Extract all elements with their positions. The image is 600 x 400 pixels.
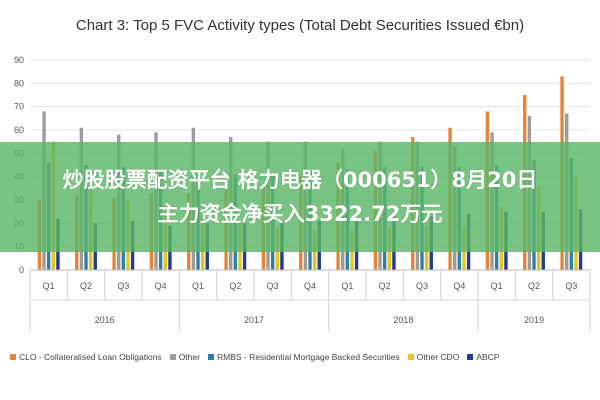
overlay-banner[interactable]: 炒股股票配资平台 格力电器（000651）8月20日 主力资金净买入3322.7…: [0, 142, 600, 252]
legend-swatch: [207, 354, 214, 360]
x-tick-label: Q1: [341, 281, 353, 291]
x-tick-label: Q3: [267, 281, 279, 291]
banner-headline: 炒股股票配资平台 格力电器（000651）8月20日: [62, 168, 538, 192]
legend-swatch: [10, 354, 16, 360]
x-tick-label: Q2: [379, 281, 391, 291]
legend-item: CLO - Collateralised Loan Obligations: [10, 352, 162, 362]
year-label: 2017: [244, 315, 264, 325]
legend-swatch: [467, 354, 474, 360]
year-label: 2016: [95, 315, 115, 325]
x-tick-label: Q1: [192, 281, 204, 291]
banner-subheadline: 主力资金净买入3322.72万元: [157, 202, 443, 226]
x-tick-label: Q4: [155, 281, 167, 291]
chart-title: Chart 3: Top 5 FVC Activity types (Total…: [76, 17, 524, 34]
legend-item: RMBS - Residential Mortgage Backed Secur…: [207, 352, 400, 362]
legend: CLO - Collateralised Loan Obligations Oth…: [10, 352, 595, 362]
legend-item: ABCP: [467, 352, 499, 362]
y-tick-label: 80: [14, 78, 24, 88]
x-tick-label: Q2: [229, 281, 241, 291]
legend-label: RMBS - Residential Mortgage Backed Secur…: [216, 352, 400, 362]
x-tick-label: Q3: [416, 281, 428, 291]
legend-swatch: [407, 354, 414, 360]
legend-label: ABCP: [476, 352, 500, 362]
legend-label: Other CDO: [416, 352, 460, 362]
y-tick-label: 70: [14, 102, 24, 112]
legend-label: Other: [178, 352, 200, 362]
year-label: 2019: [524, 315, 544, 325]
year-label: 2018: [393, 315, 413, 325]
x-tick-label: Q3: [565, 281, 577, 291]
legend-item: Other CDO: [407, 352, 460, 362]
x-tick-label: Q2: [80, 281, 92, 291]
x-tick-label: Q1: [43, 281, 55, 291]
x-axis: Q1 Q2 Q3 Q4 Q1 Q2 Q3 Q4 Q1 Q2 Q3 Q4 Q1 Q2 Q3 2016 2017 20…: [29, 269, 591, 332]
legend-swatch: [169, 354, 176, 360]
x-tick-label: Q4: [304, 281, 316, 291]
y-tick-label: 0: [19, 265, 24, 275]
y-tick-label: 90: [14, 55, 24, 65]
x-tick-label: Q2: [528, 281, 540, 291]
legend-label: CLO - Collateralised Loan Obligations: [19, 352, 162, 362]
y-tick-label: 60: [14, 125, 24, 135]
x-tick-label: Q4: [453, 281, 465, 291]
legend-item: Other: [169, 352, 200, 362]
x-tick-label: Q3: [117, 281, 129, 291]
x-tick-label: Q1: [491, 281, 503, 291]
